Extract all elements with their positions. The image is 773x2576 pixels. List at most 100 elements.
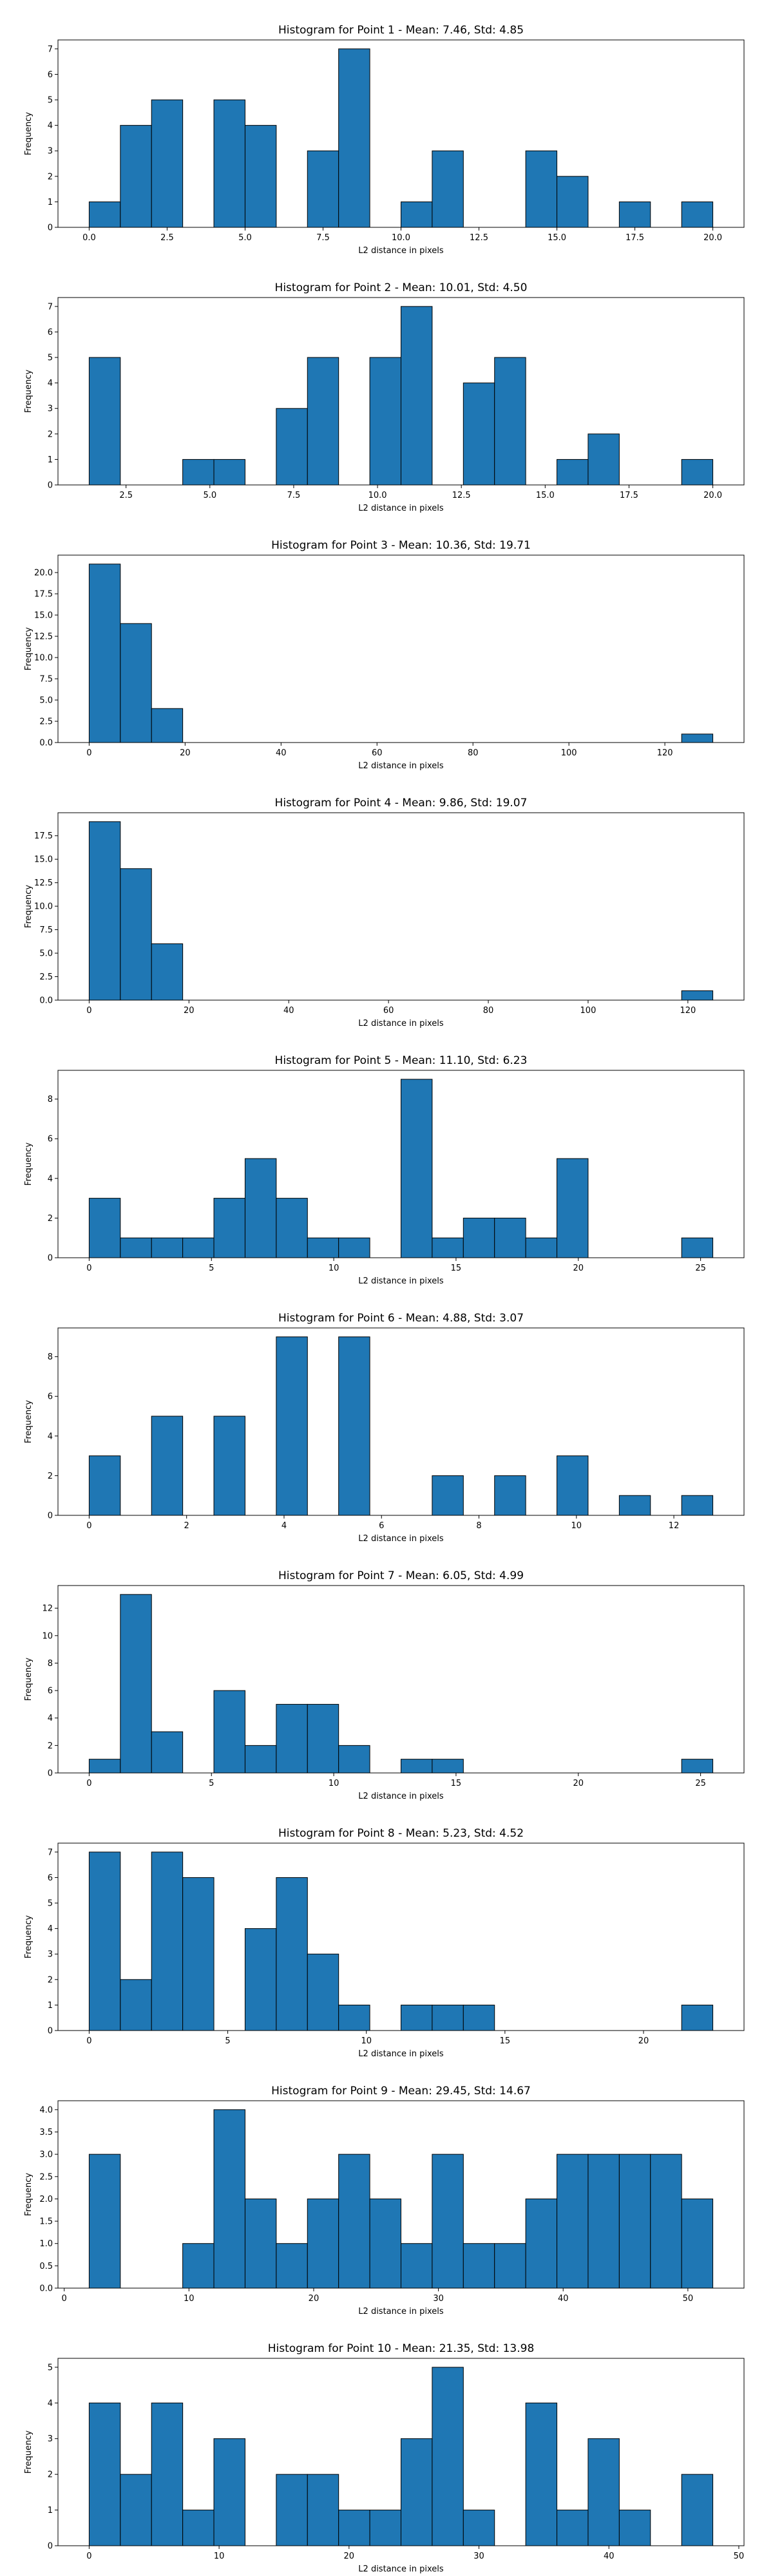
x-tick-label: 4	[282, 1521, 287, 1531]
x-tick-label: 20	[573, 1264, 584, 1273]
y-tick-label: 2	[48, 2470, 53, 2480]
x-tick-label: 10.0	[392, 233, 410, 243]
x-axis-label: L2 distance in pixels	[358, 761, 444, 771]
chart: Histogram for Point 8 - Mean: 5.23, Std:…	[24, 1827, 745, 2059]
x-tick-label: 0.0	[82, 233, 96, 243]
y-tick-label: 2	[48, 1214, 53, 1224]
axes-frame	[57, 297, 745, 486]
y-tick-label: 5.0	[39, 696, 53, 706]
y-tick-label: 4.0	[39, 2105, 53, 2115]
y-axis-label: Frequency	[24, 1400, 33, 1443]
bar	[244, 1928, 277, 2031]
x-tick-label: 15.0	[548, 233, 566, 243]
y-tick-label: 4	[48, 1714, 53, 1723]
bar	[401, 1759, 433, 1774]
chart-title: Histogram for Point 4 - Mean: 9.86, Std:…	[275, 797, 528, 810]
y-tick-label: 3.5	[39, 2128, 53, 2137]
bar	[494, 357, 526, 486]
bar	[681, 1759, 714, 1774]
bar	[182, 1877, 215, 2031]
bar	[681, 990, 714, 1001]
y-tick-label: 6	[48, 1135, 53, 1144]
bar	[151, 1416, 184, 1516]
y-tick-label: 2	[48, 172, 53, 182]
y-tick-label: 17.5	[34, 831, 53, 841]
bar	[88, 1198, 121, 1258]
bar	[525, 2198, 558, 2289]
chart-title: Histogram for Point 6 - Mean: 4.88, Std:…	[278, 1312, 524, 1325]
bar	[182, 1237, 215, 1258]
bar	[525, 150, 558, 228]
y-tick-label: 2.5	[39, 2172, 53, 2182]
bar	[88, 201, 121, 228]
bar	[681, 1237, 714, 1258]
bar	[276, 2474, 308, 2546]
x-tick-label: 30	[473, 2552, 484, 2561]
x-tick-label: 10	[571, 1521, 582, 1531]
x-tick-label: 0	[86, 1779, 91, 1788]
bar	[338, 2510, 370, 2546]
bar	[587, 2154, 620, 2289]
bar	[88, 821, 121, 1001]
y-tick-label: 8	[48, 1095, 53, 1104]
y-tick-label: 0	[48, 1254, 53, 1264]
x-tick-label: 0	[86, 2036, 91, 2046]
bar	[338, 1237, 370, 1258]
bar	[494, 2243, 526, 2289]
bar	[88, 2154, 121, 2289]
bar	[307, 1237, 339, 1258]
y-tick-label: 2	[48, 430, 53, 439]
bar	[120, 1237, 152, 1258]
x-tick-label: 40	[276, 748, 287, 758]
axes-frame	[57, 1070, 745, 1258]
y-tick-label: 6	[48, 70, 53, 80]
bar	[369, 2198, 401, 2289]
x-axis-label: L2 distance in pixels	[358, 504, 444, 513]
y-tick-label: 15.0	[34, 855, 53, 865]
chart: Histogram for Point 2 - Mean: 10.01, Std…	[24, 281, 745, 513]
bar	[463, 2004, 495, 2031]
bar	[120, 1594, 152, 1774]
y-tick-label: 8	[48, 1659, 53, 1669]
bar	[213, 1416, 245, 1516]
bar	[88, 1455, 121, 1516]
axes-frame	[57, 1327, 745, 1516]
bar	[213, 2109, 245, 2289]
y-tick-label: 12.5	[34, 878, 53, 888]
y-tick-label: 6	[48, 328, 53, 337]
x-tick-label: 0	[86, 1006, 91, 1016]
bar	[557, 2154, 589, 2289]
y-tick-label: 12.5	[34, 632, 53, 642]
y-tick-label: 5.0	[39, 949, 53, 959]
y-tick-label: 2	[48, 1741, 53, 1751]
x-tick-label: 10	[361, 2036, 372, 2046]
y-tick-label: 0.5	[39, 2262, 53, 2271]
y-tick-label: 10	[42, 1631, 53, 1641]
y-tick-label: 1	[48, 455, 53, 465]
y-axis-label: Frequency	[24, 1142, 33, 1186]
bar	[120, 1979, 152, 2031]
bar	[307, 2198, 339, 2289]
bar	[401, 2004, 433, 2031]
x-tick-label: 40	[558, 2294, 569, 2304]
x-tick-label: 2.5	[119, 491, 133, 500]
x-tick-label: 0	[86, 1521, 91, 1531]
x-tick-label: 10	[214, 2552, 225, 2561]
x-tick-label: 40	[604, 2552, 615, 2561]
x-axis-label: L2 distance in pixels	[358, 246, 444, 256]
x-tick-label: 120	[680, 1006, 696, 1016]
bar	[557, 176, 589, 228]
y-axis-label: Frequency	[24, 2430, 33, 2474]
bar	[88, 2402, 121, 2546]
y-tick-label: 2	[48, 1975, 53, 1985]
y-axis-label: Frequency	[24, 2173, 33, 2216]
chart: Histogram for Point 7 - Mean: 6.05, Std:…	[24, 1569, 745, 1801]
x-tick-label: 8	[476, 1521, 481, 1531]
x-tick-label: 12.5	[452, 491, 471, 500]
x-tick-label: 10.0	[368, 491, 387, 500]
bar	[151, 708, 184, 743]
x-tick-label: 80	[483, 1006, 494, 1016]
y-tick-label: 0	[48, 2542, 53, 2552]
bar	[618, 2510, 651, 2546]
